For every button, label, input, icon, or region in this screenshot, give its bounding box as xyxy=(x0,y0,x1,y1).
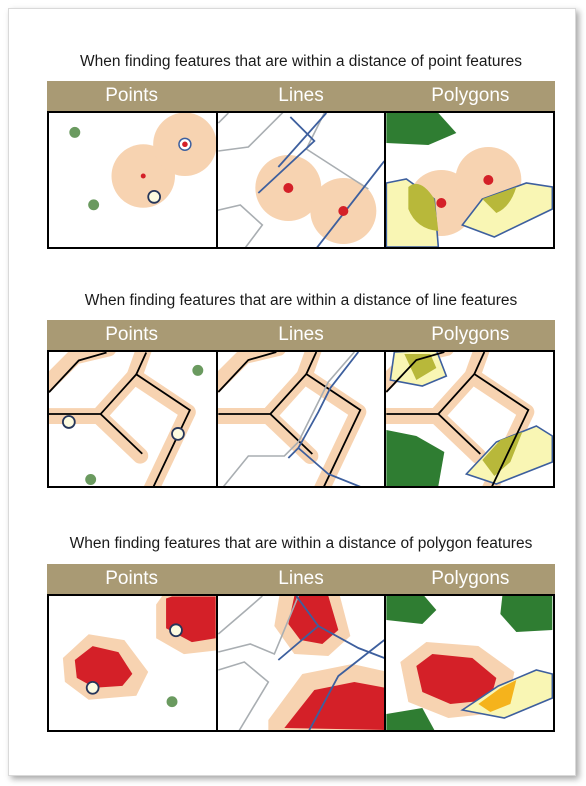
panel-polygons xyxy=(384,113,554,247)
map-points-within-line-buffer xyxy=(49,352,204,486)
column-header-lines: Lines xyxy=(278,324,324,345)
column-header-points: Points xyxy=(105,85,159,106)
map-lines-within-point-buffer xyxy=(217,113,385,247)
panel-lines xyxy=(215,352,385,486)
column-header-bar: Points Lines Polygons xyxy=(47,320,555,350)
column-header-polygons: Polygons xyxy=(431,85,510,106)
column-header-bar: Points Lines Polygons xyxy=(47,564,555,594)
panel-polygons xyxy=(384,352,554,486)
map-points-within-polygon-buffer xyxy=(62,596,216,708)
panel-points xyxy=(49,352,216,486)
panel-points xyxy=(49,596,216,730)
section-title: When finding features that are within a … xyxy=(69,535,533,552)
column-header-points: Points xyxy=(105,568,159,589)
column-header-polygons: Polygons xyxy=(431,324,510,345)
panel-row xyxy=(47,111,555,249)
map-lines-within-polygon-buffer xyxy=(217,596,385,730)
panel-row xyxy=(47,594,555,732)
map-points-within-point-buffer xyxy=(69,113,216,211)
figure-frame: When finding features that are within a … xyxy=(8,8,576,776)
panel-row xyxy=(47,350,555,488)
panel-points xyxy=(49,113,216,247)
map-polygons-within-point-buffer xyxy=(386,113,554,247)
column-header-polygons: Polygons xyxy=(431,568,510,589)
section-title: When finding features that are within a … xyxy=(79,53,522,70)
section-title: When finding features that are within a … xyxy=(84,292,518,309)
column-header-bar: Points Lines Polygons xyxy=(47,81,555,111)
column-header-lines: Lines xyxy=(278,568,324,589)
column-header-lines: Lines xyxy=(278,85,324,106)
panel-polygons xyxy=(384,596,554,730)
map-polygons-within-polygon-buffer xyxy=(386,596,554,730)
panel-lines xyxy=(215,596,385,730)
column-header-points: Points xyxy=(105,324,159,345)
map-lines-within-line-buffer xyxy=(217,352,367,486)
map-polygons-within-line-buffer xyxy=(386,352,554,486)
panel-lines xyxy=(215,113,385,247)
